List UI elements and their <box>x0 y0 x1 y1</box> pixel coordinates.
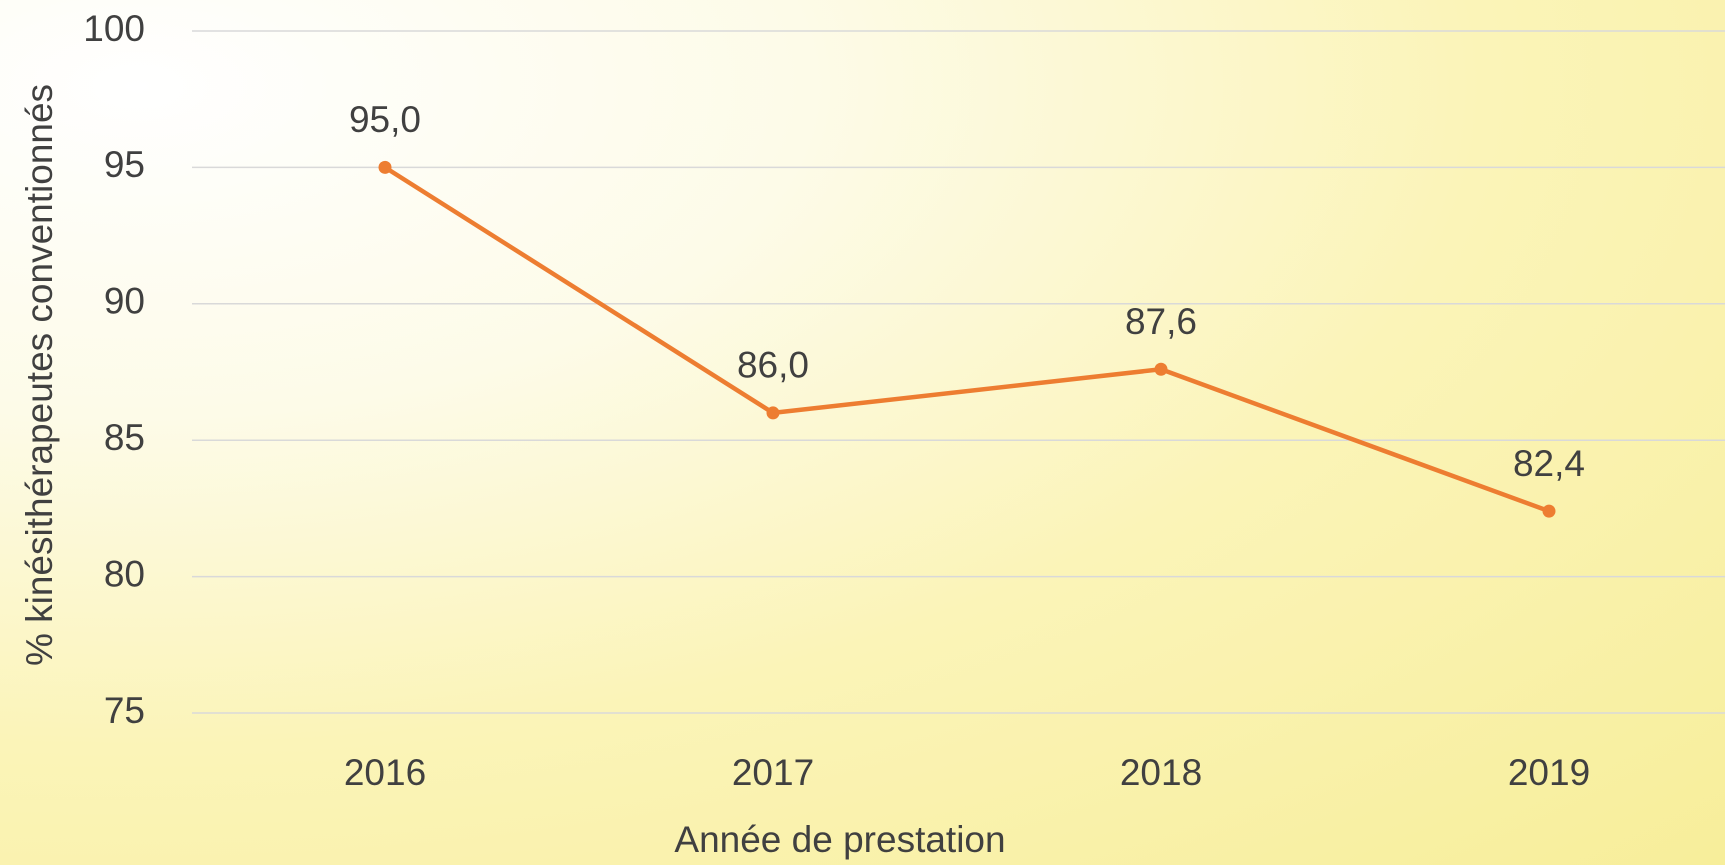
x-tick-label: 2018 <box>1120 752 1202 793</box>
point <box>378 160 392 174</box>
y-axis-title: % kinésithérapeutes conventionnés <box>19 84 60 666</box>
point <box>766 406 780 420</box>
x-tick-label: 2016 <box>344 752 426 793</box>
y-tick-label: 95 <box>104 144 145 185</box>
point <box>1154 362 1168 376</box>
x-tick-label: 2019 <box>1508 752 1590 793</box>
data-label: 87,6 <box>1125 301 1197 342</box>
point <box>1542 504 1556 518</box>
y-tick-label: 75 <box>104 690 145 731</box>
x-tick-label: 2017 <box>732 752 814 793</box>
data-label: 86,0 <box>737 345 809 386</box>
data-label: 82,4 <box>1513 443 1585 484</box>
y-tick-label: 85 <box>104 417 145 458</box>
data-label: 95,0 <box>349 99 421 140</box>
y-tick-label: 100 <box>83 8 145 49</box>
y-tick-label: 90 <box>104 281 145 322</box>
y-tick-label: 80 <box>104 553 145 594</box>
line <box>383 165 1550 514</box>
x-axis-title: Année de prestation <box>674 819 1005 860</box>
